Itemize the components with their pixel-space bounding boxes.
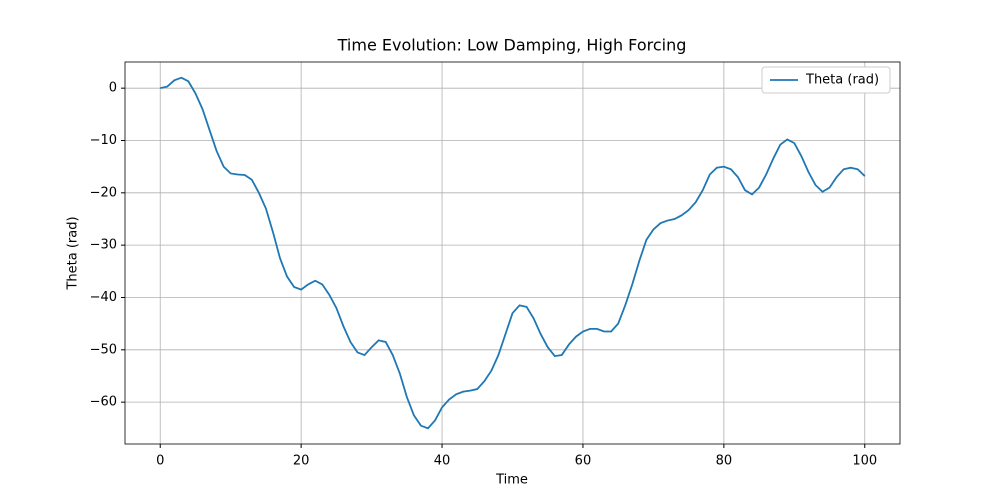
legend-box bbox=[761, 66, 891, 94]
x-tick-label: 80 bbox=[716, 454, 733, 469]
y-tick-label: 0 bbox=[109, 81, 117, 96]
y-tick-label: −60 bbox=[90, 395, 117, 410]
data-line bbox=[160, 76, 866, 430]
x-axis-label: Time bbox=[495, 473, 528, 488]
x-tick-label: 20 bbox=[293, 454, 310, 469]
x-tick-label: 100 bbox=[852, 454, 877, 469]
x-tick-label: 40 bbox=[434, 454, 451, 469]
y-tick-label: −30 bbox=[90, 238, 117, 253]
y-tick-label: −10 bbox=[90, 133, 117, 148]
y-tick-label: −50 bbox=[90, 342, 117, 357]
legend-label: Theta (rad) bbox=[805, 73, 879, 88]
plot-frame bbox=[124, 61, 901, 445]
chart-title: Time Evolution: Low Damping, High Forcin… bbox=[337, 36, 687, 55]
y-tick-label: −20 bbox=[90, 185, 117, 200]
y-axis-label: Theta (rad) bbox=[66, 216, 81, 290]
x-tick-label: 60 bbox=[575, 454, 592, 469]
y-tick-label: −40 bbox=[90, 290, 117, 305]
x-tick-label: 0 bbox=[156, 454, 164, 469]
